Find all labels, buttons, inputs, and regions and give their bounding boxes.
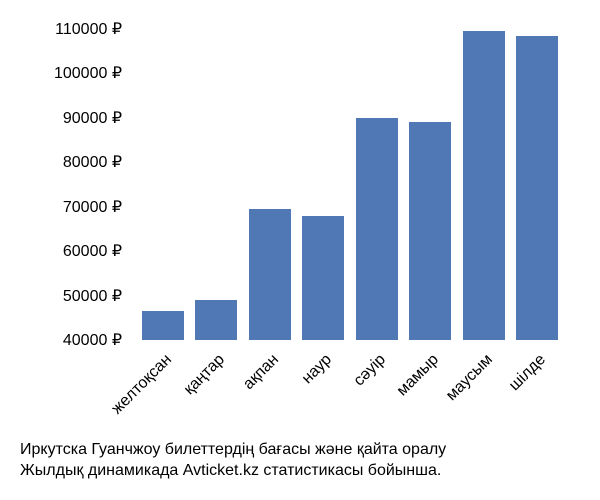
- bar: [195, 300, 237, 340]
- x-label-slot: желтоқсан: [136, 345, 190, 445]
- x-tick-label: шілде: [506, 351, 550, 395]
- y-axis: 40000 ₽50000 ₽60000 ₽70000 ₽80000 ₽90000…: [20, 20, 130, 340]
- bar: [516, 36, 558, 340]
- bar: [463, 31, 505, 340]
- bars-container: [130, 20, 570, 340]
- price-bar-chart: 40000 ₽50000 ₽60000 ₽70000 ₽80000 ₽90000…: [20, 20, 580, 340]
- plot-area: [130, 20, 570, 340]
- bar: [409, 122, 451, 340]
- x-label-slot: шілде: [511, 345, 565, 445]
- bar-slot: [404, 20, 458, 340]
- y-tick-label: 80000 ₽: [63, 152, 122, 172]
- bar-slot: [350, 20, 404, 340]
- x-label-slot: қаңтар: [190, 345, 244, 445]
- x-tick-label: сәуір: [350, 351, 389, 390]
- y-tick-label: 60000 ₽: [63, 241, 122, 261]
- bar: [249, 209, 291, 340]
- y-tick-label: 90000 ₽: [63, 108, 122, 128]
- x-label-slot: наур: [297, 345, 351, 445]
- bar-slot: [136, 20, 190, 340]
- x-label-slot: ақпан: [243, 345, 297, 445]
- bar: [142, 311, 184, 340]
- caption-line-1: Иркутска Гуанчжоу билеттердің бағасы жән…: [20, 439, 580, 461]
- x-label-slot: маусым: [457, 345, 511, 445]
- chart-caption: Иркутска Гуанчжоу билеттердің бағасы жән…: [20, 439, 580, 482]
- bar-slot: [243, 20, 297, 340]
- bar: [356, 118, 398, 340]
- y-tick-label: 70000 ₽: [63, 197, 122, 217]
- x-axis-labels: желтоқсанқаңтарақпаннаурсәуірмамырмаусым…: [130, 345, 570, 445]
- bar-slot: [457, 20, 511, 340]
- y-tick-label: 50000 ₽: [63, 286, 122, 306]
- y-tick-label: 100000 ₽: [54, 63, 122, 83]
- x-tick-label: ақпан: [240, 351, 283, 394]
- bar: [302, 216, 344, 340]
- x-label-slot: сәуір: [350, 345, 404, 445]
- bar-slot: [297, 20, 351, 340]
- y-tick-label: 110000 ₽: [55, 19, 122, 39]
- x-tick-label: наур: [299, 351, 336, 388]
- y-tick-label: 40000 ₽: [63, 330, 122, 350]
- x-tick-label: желтоқсан: [108, 351, 175, 418]
- bar-slot: [190, 20, 244, 340]
- bar-slot: [511, 20, 565, 340]
- caption-line-2: Жылдық динамикада Avticket.kz статистика…: [20, 460, 580, 482]
